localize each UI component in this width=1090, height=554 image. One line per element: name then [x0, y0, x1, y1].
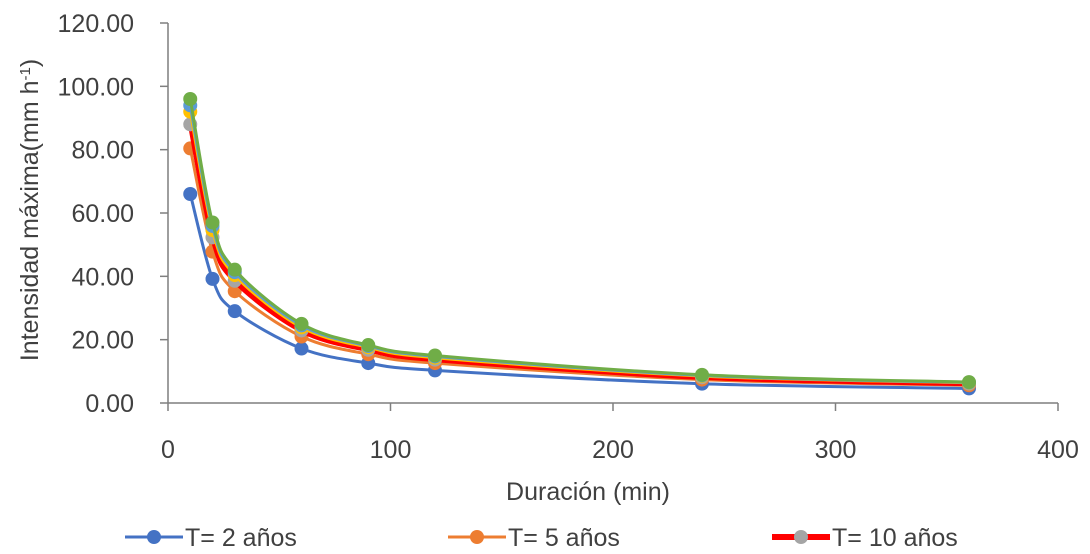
x-tick-label: 300: [815, 436, 857, 464]
legend-item-2: T= 10 años: [772, 524, 958, 552]
data-point: [294, 341, 309, 356]
data-point: [205, 215, 220, 230]
legend-label: T= 2 años: [185, 524, 297, 552]
legend-marker: [794, 530, 808, 544]
y-tick-label: 0.00: [85, 390, 134, 418]
legend-item-1: T= 5 años: [448, 524, 620, 552]
y-tick-label: 20.00: [71, 327, 134, 355]
data-point: [695, 367, 709, 382]
y-tick-label: 120.00: [58, 10, 134, 38]
data-point: [361, 338, 376, 353]
x-tick-label: 100: [370, 436, 412, 464]
legend-marker: [147, 530, 161, 544]
data-point: [183, 92, 198, 106]
y-tick-label: 60.00: [71, 200, 134, 228]
legend-item-0: T= 2 años: [125, 524, 297, 552]
series-0: [183, 187, 976, 396]
series-layer: [183, 92, 976, 396]
legend-label: T= 5 años: [508, 524, 620, 552]
legend: T= 2 años T= 5 años T= 10 años: [125, 524, 958, 552]
data-point: [294, 316, 309, 331]
data-point: [227, 262, 242, 277]
x-tick-label: 0: [161, 436, 175, 464]
legend-marker: [470, 530, 484, 544]
x-tick-label: 400: [1037, 436, 1079, 464]
legend-label: T= 10 años: [832, 524, 958, 552]
axes: 0.00 20.00 40.00 60.00 80.00 100.00 120.00 0 100…: [58, 10, 1079, 464]
data-point: [183, 187, 198, 201]
y-tick-label: 100.00: [58, 73, 134, 101]
series-line: [188, 105, 970, 384]
y-tick-label: 80.00: [71, 137, 134, 165]
x-axis-title: Duración (min): [506, 478, 670, 506]
y-axis-title: Intensidad máxima(mm h-1): [16, 59, 44, 361]
x-tick-label: 200: [592, 436, 634, 464]
data-point: [428, 348, 442, 363]
data-point: [227, 304, 242, 319]
series-line: [188, 111, 970, 385]
y-tick-label: 40.00: [71, 263, 134, 291]
data-point: [962, 375, 976, 390]
series-line: [188, 193, 970, 390]
data-point: [205, 271, 220, 286]
series-5: [183, 92, 976, 390]
